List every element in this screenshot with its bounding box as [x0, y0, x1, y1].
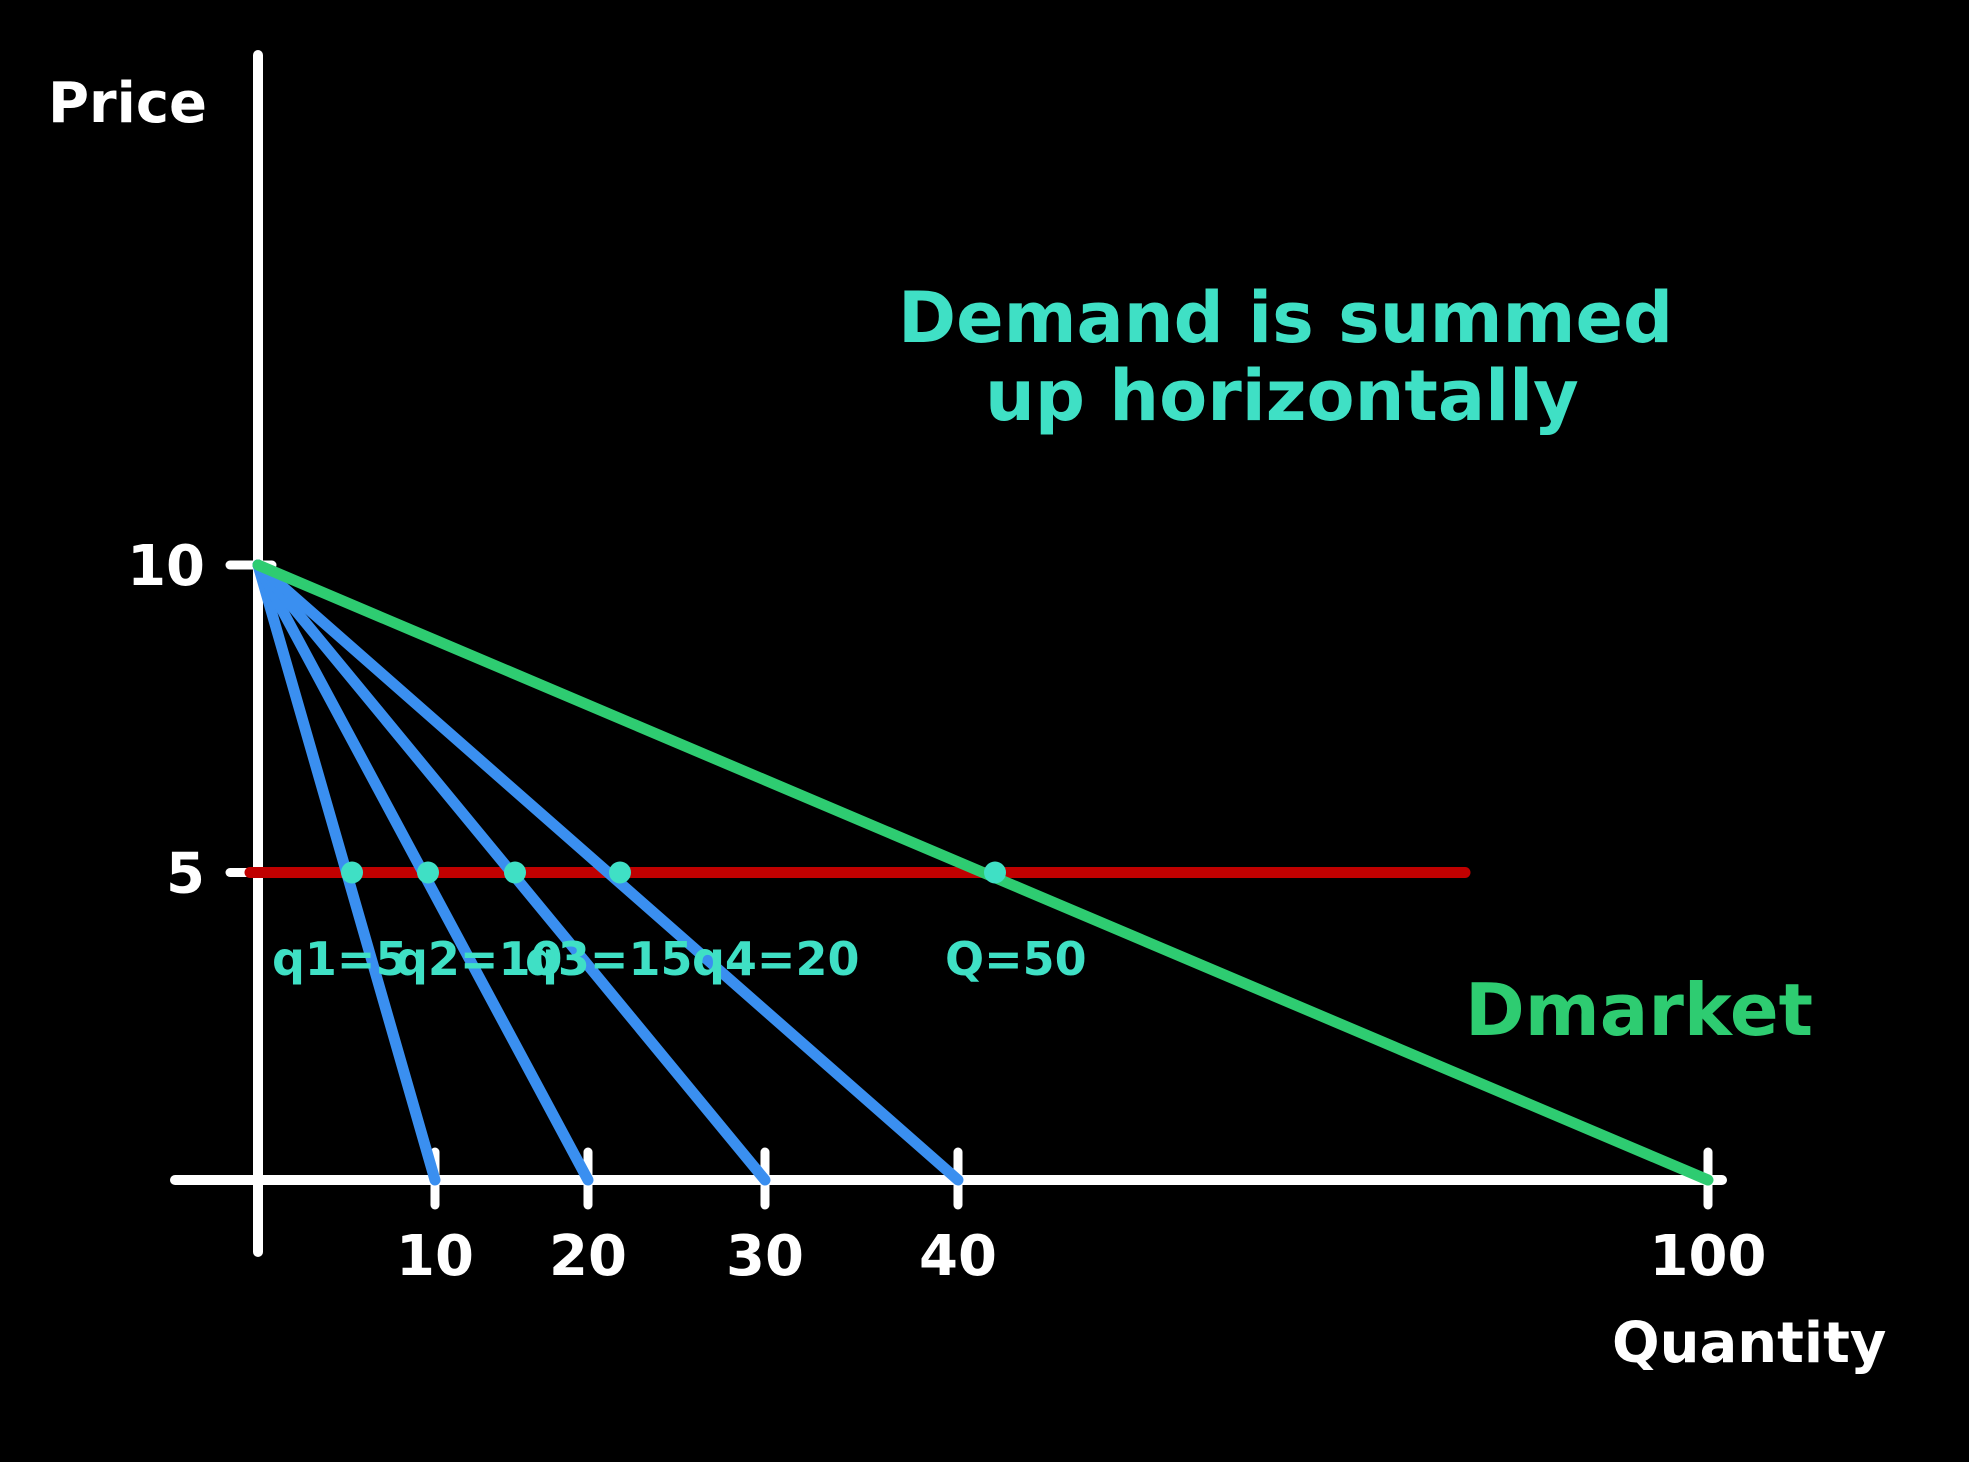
x-tick-label: 20 — [549, 1224, 627, 1289]
x-tick-label: 30 — [726, 1224, 804, 1289]
market-demand-label: Dmarket — [1465, 968, 1813, 1052]
intersection-label: Q=50 — [945, 932, 1087, 986]
market-demand-line — [252, 559, 1714, 1186]
intersection-point — [609, 861, 631, 884]
intersection-point — [504, 861, 526, 884]
y-axis-label: Price — [48, 71, 207, 136]
x-tick-label: 100 — [1650, 1224, 1767, 1289]
y-tick-label: 10 — [127, 534, 205, 599]
y-tick-label: 5 — [166, 842, 205, 907]
intersection-point — [984, 861, 1006, 884]
annotation-line-2: up horizontally — [985, 355, 1579, 437]
x-axis-label: Quantity — [1612, 1311, 1886, 1376]
intersection-label: q3=15 — [525, 932, 693, 986]
annotation-line-1: Demand is summed — [898, 277, 1673, 359]
x-tick-label: 40 — [919, 1224, 997, 1289]
individual-demand-line-4 — [252, 559, 964, 1186]
x-tick-label: 10 — [396, 1224, 474, 1289]
intersection-label: q1=5 — [272, 932, 407, 986]
intersection-label: q4=20 — [692, 932, 860, 986]
intersection-label: q2=10 — [395, 932, 563, 986]
intersection-point — [341, 861, 363, 884]
intersection-point — [417, 861, 439, 884]
